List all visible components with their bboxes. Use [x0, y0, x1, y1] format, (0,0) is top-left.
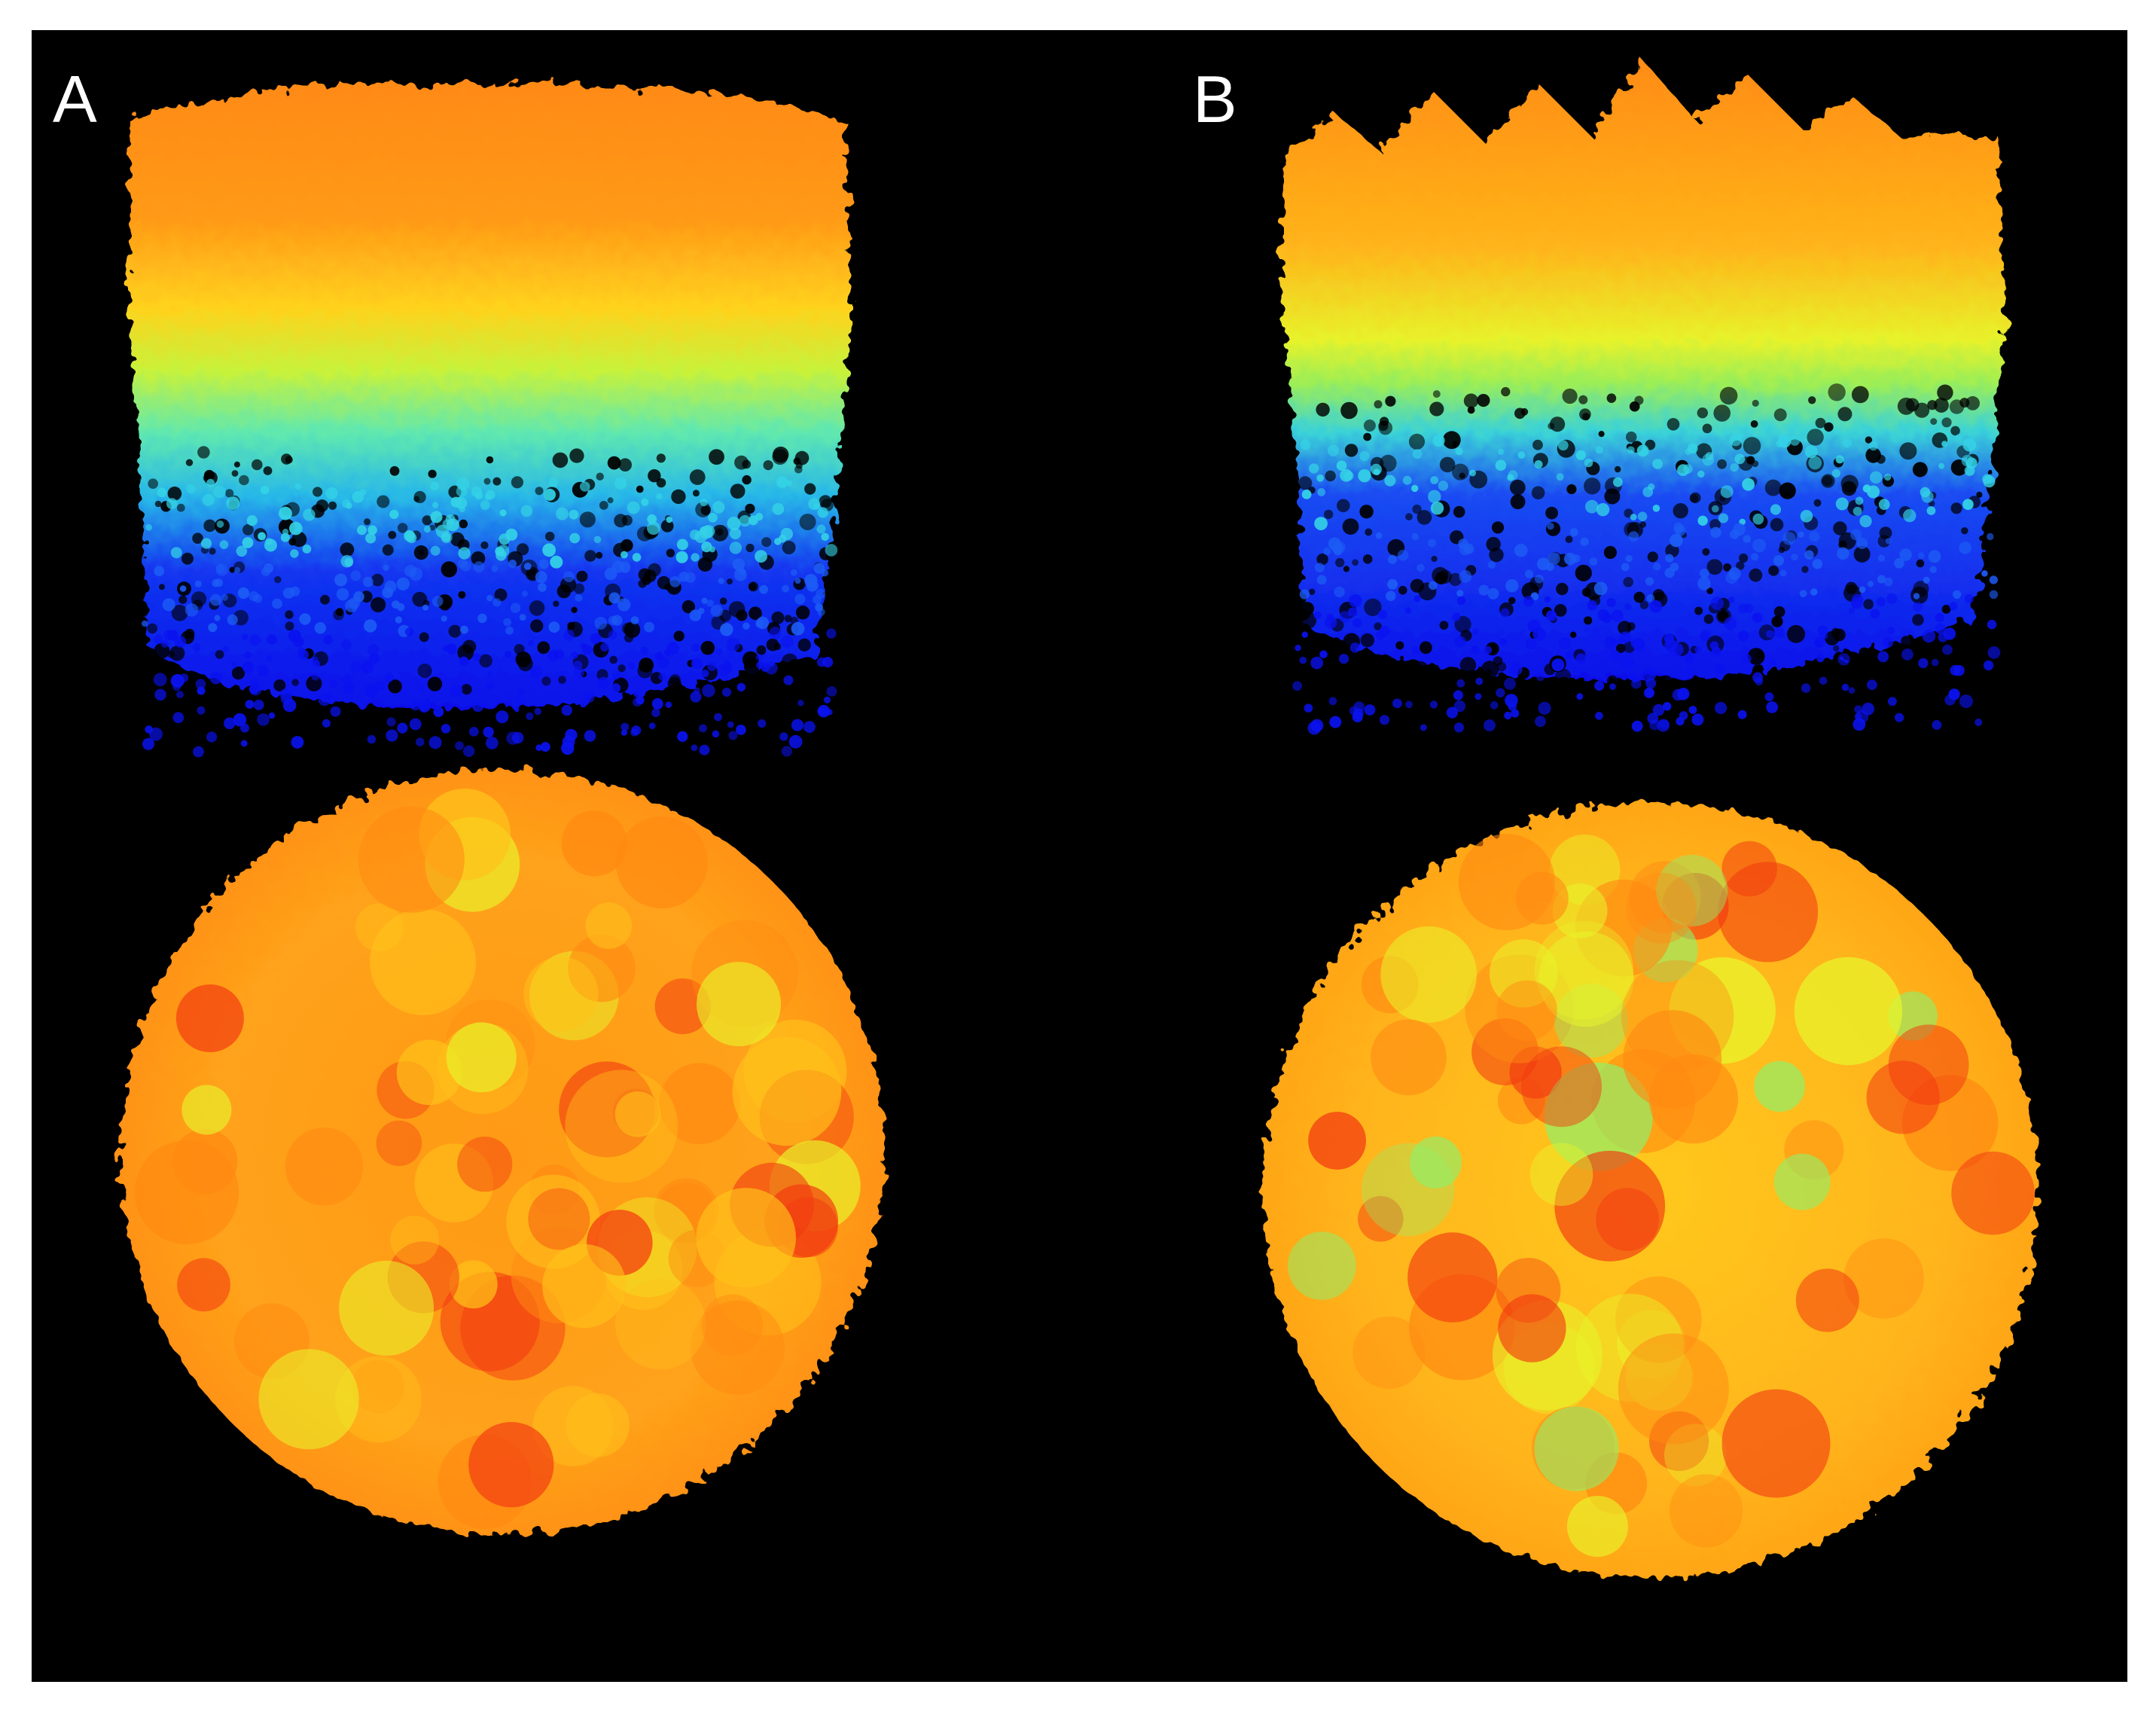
panel-a-profile-dots [141, 446, 838, 758]
panel-b-top-view [1263, 802, 2039, 1578]
panel-b-profile-dots [1292, 383, 2001, 735]
point-cloud-figure [120, 60, 2039, 1578]
panel-label-a: A [53, 62, 97, 136]
panel-b-profile [1282, 60, 2005, 681]
figure-frame: A B [32, 30, 2127, 1682]
panel-a-top-view [120, 770, 885, 1535]
panel-label-b: B [1193, 62, 1237, 136]
